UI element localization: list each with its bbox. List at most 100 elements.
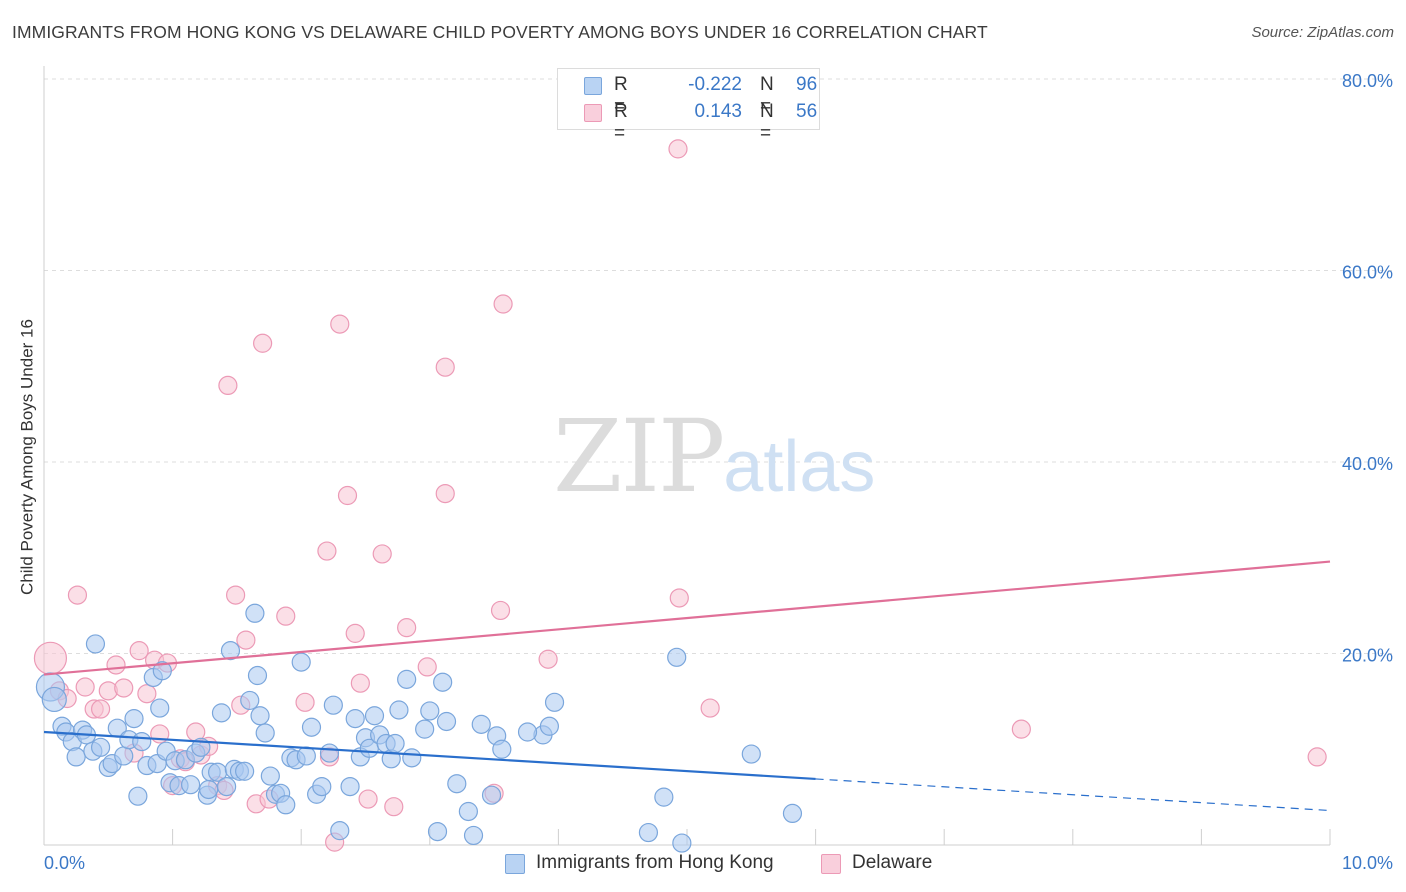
delaware-point: [668, 139, 688, 159]
hong-kong-point: [447, 774, 467, 794]
pink-swatch-icon: [821, 854, 841, 874]
hong-kong-point: [517, 722, 538, 742]
hong-kong-point: [235, 761, 255, 781]
hong-kong-point: [397, 669, 417, 689]
watermark: ZIPatlas: [553, 398, 875, 515]
r-key: R =: [614, 74, 628, 117]
hong-kong-point: [539, 716, 559, 736]
delaware-point: [358, 789, 378, 809]
hong-kong-point: [402, 748, 422, 768]
hong-kong-point: [247, 665, 268, 686]
hong-kong-point: [323, 695, 343, 715]
delaware-point: [137, 684, 157, 704]
chart-title: IMMIGRANTS FROM HONG KONG VS DELAWARE CH…: [12, 22, 988, 42]
delaware-trend-line: [43, 560, 1331, 676]
n-value: 96: [796, 74, 818, 95]
delaware-point: [226, 585, 246, 605]
delaware-point: [337, 485, 358, 506]
delaware-point: [317, 541, 337, 561]
y-tick-label: 40.0%: [1342, 454, 1393, 474]
delaware-point: [490, 600, 511, 621]
hong-kong-point: [181, 775, 201, 795]
hong-kong-point: [66, 747, 86, 767]
hong-kong-point: [481, 785, 502, 805]
hong-kong-point: [250, 706, 270, 726]
delaware-point: [384, 797, 404, 817]
y-axis-label-wrap: Child Poverty Among Boys Under 16: [17, 319, 36, 595]
x-tick-label: 0.0%: [44, 853, 85, 873]
hong-kong-trend-line: [43, 730, 816, 781]
hong-kong-point: [544, 692, 565, 712]
hong-kong-point: [245, 603, 265, 623]
delaware-point: [538, 649, 558, 669]
r-value: 0.143: [694, 101, 742, 122]
hong-kong-point: [124, 709, 144, 729]
delaware-point: [1011, 719, 1031, 739]
hong-kong-point: [312, 776, 332, 797]
hong-kong-point: [436, 711, 457, 732]
hong-kong-point: [389, 700, 409, 720]
hong-kong-point: [41, 686, 67, 713]
delaware-point: [397, 618, 417, 638]
n-key: N =: [760, 101, 774, 144]
hong-kong-point: [319, 743, 340, 763]
delaware-point: [700, 698, 720, 718]
delaware-point: [295, 692, 315, 712]
delaware-point: [1307, 747, 1327, 767]
hong-kong-point: [654, 787, 674, 807]
hong-kong-point: [364, 706, 385, 726]
hong-kong-point: [291, 652, 311, 672]
hong-kong-point: [114, 746, 134, 766]
hong-kong-point: [296, 746, 316, 766]
tick-labels: 20.0% 40.0% 60.0% 80.0% 0.0% 10.0%: [44, 71, 1393, 873]
delaware-point: [276, 606, 296, 626]
delaware-point: [330, 314, 350, 334]
hong-kong-point: [345, 709, 365, 729]
pink-swatch-icon: [584, 104, 602, 122]
blue-swatch-icon: [584, 77, 602, 95]
legend-label: Delaware: [852, 852, 933, 873]
hong-kong-point: [240, 690, 260, 711]
watermark-zip: ZIP: [553, 398, 725, 515]
gridlines: [44, 78, 1392, 654]
delaware-point: [218, 375, 238, 395]
hong-kong-points: [35, 603, 803, 853]
correlation-legend: R = -0.222 N = 96 R = 0.143 N = 56: [557, 68, 820, 144]
hong-kong-point: [199, 779, 219, 800]
delaware-point: [253, 333, 273, 353]
delaware-point: [345, 623, 365, 643]
r-value: -0.222: [688, 74, 742, 95]
delaware-point: [350, 673, 370, 693]
hong-kong-point: [782, 803, 803, 824]
hong-kong-point: [415, 719, 435, 739]
legend-label: Immigrants from Hong Kong: [536, 852, 774, 873]
delaware-point: [669, 588, 689, 608]
delaware-point: [106, 655, 126, 675]
hong-kong-point: [463, 825, 484, 846]
hong-kong-point: [420, 701, 440, 721]
y-tick-label: 20.0%: [1342, 646, 1393, 666]
watermark-atlas: atlas: [723, 427, 876, 507]
hong-kong-point: [150, 698, 170, 718]
hong-kong-point: [638, 822, 659, 843]
r-key: R =: [614, 101, 628, 144]
blue-swatch-icon: [505, 854, 525, 874]
hong-kong-point: [255, 723, 275, 743]
hong-kong-point: [90, 737, 111, 757]
hong-kong-point: [427, 821, 448, 842]
hong-kong-point: [128, 786, 148, 806]
source-note: Source: ZipAtlas.com: [1251, 24, 1394, 41]
hong-kong-point: [330, 821, 350, 841]
hong-kong-point: [471, 714, 491, 734]
n-key: N =: [760, 74, 774, 117]
hong-kong-point: [217, 776, 237, 797]
hong-kong-point: [301, 717, 322, 737]
y-axis-label: Child Poverty Among Boys Under 16: [17, 319, 36, 595]
delaware-point: [435, 483, 455, 504]
hong-kong-trend-extension: [815, 778, 1331, 812]
hong-kong-point: [492, 739, 512, 759]
delaware-point: [372, 544, 392, 564]
delaware-point: [90, 699, 111, 719]
delaware-point: [435, 357, 455, 377]
delaware-point: [493, 294, 513, 314]
